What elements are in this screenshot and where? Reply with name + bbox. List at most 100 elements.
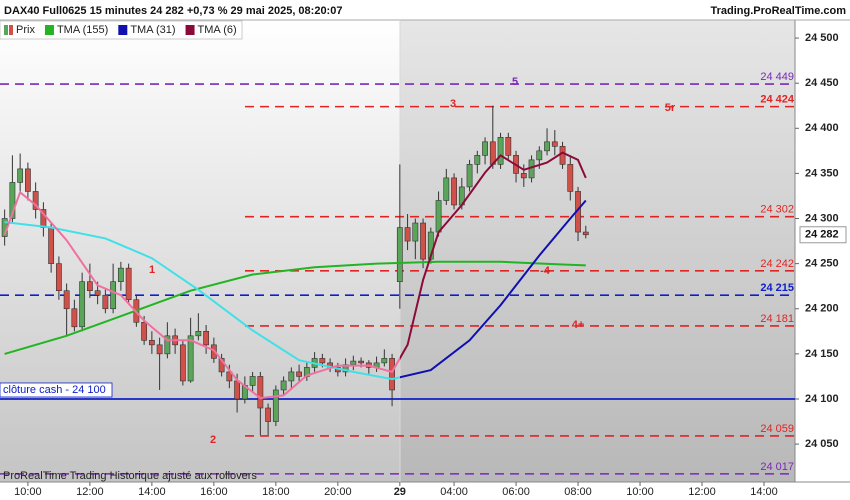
x-tick-label: 16:00 <box>200 486 228 498</box>
legend-swatch <box>118 25 128 35</box>
y-tick-label: 24 150 <box>805 348 839 360</box>
candle-body <box>582 231 589 236</box>
x-tick-label: 14:00 <box>750 486 778 498</box>
annotation: 5 <box>512 76 518 88</box>
candle-body <box>272 389 279 422</box>
source: Trading.ProRealTime.com <box>710 5 846 17</box>
candle-body <box>520 173 527 179</box>
indicator-line <box>4 199 587 381</box>
y-tick-label: 24 450 <box>805 77 839 89</box>
candle-body <box>102 294 109 310</box>
indicator-line <box>3 151 587 400</box>
candle-body <box>187 335 194 382</box>
annotation: 1 <box>149 264 155 276</box>
candle-body <box>24 168 31 192</box>
candle-body <box>110 281 117 310</box>
candle-body <box>94 290 101 296</box>
candle-body <box>203 331 210 346</box>
x-tick-label: 14:00 <box>138 486 166 498</box>
candle-body <box>179 344 186 382</box>
candle-body <box>536 150 543 161</box>
candle-body <box>48 227 55 264</box>
candle-body <box>358 360 364 364</box>
level-label: 24 449 <box>760 71 794 83</box>
legend-label: TMA (155) <box>57 24 108 36</box>
x-tick-label: 29 <box>394 486 406 498</box>
annotation: -4 <box>540 265 551 277</box>
x-tick-label: 20:00 <box>324 486 352 498</box>
session-background <box>400 20 795 482</box>
candle-body <box>567 164 574 192</box>
level-label: 24 215 <box>760 282 794 294</box>
y-tick-label: 24 050 <box>805 438 839 450</box>
candle-body <box>148 340 155 346</box>
indicator-line <box>4 260 586 355</box>
y-axis-panel <box>795 20 850 482</box>
level-label: 24 242 <box>760 258 794 270</box>
x-tick-label: 10:00 <box>626 486 654 498</box>
candle-body <box>482 141 488 156</box>
y-tick-label: 24 400 <box>805 122 839 134</box>
candle-body <box>396 227 403 282</box>
candle-body <box>63 290 70 310</box>
y-tick-label: 24 500 <box>805 32 839 44</box>
candle-body <box>551 141 558 147</box>
level-label: 24 017 <box>760 461 794 473</box>
candle-body <box>420 222 426 260</box>
candle-body <box>71 308 78 328</box>
candle-body <box>559 146 566 165</box>
annotation: 4+ <box>572 319 585 331</box>
candle-body <box>86 281 93 292</box>
legend-label: TMA (31) <box>130 24 175 36</box>
x-tick-label: 12:00 <box>688 486 716 498</box>
legend-swatch <box>4 25 8 35</box>
candle-body <box>125 267 132 301</box>
level-label: 24 181 <box>760 313 794 325</box>
candle-body <box>265 407 271 422</box>
candle-body <box>55 263 62 292</box>
candle-body <box>319 358 326 364</box>
level-label: 24 424 <box>760 94 795 106</box>
legend-label: Prix <box>16 24 35 36</box>
cash-close-label: clôture cash - 24 100 <box>3 384 106 396</box>
last-price-label: 24 282 <box>805 229 839 241</box>
legend-swatch <box>9 25 13 35</box>
candle-body <box>195 331 202 337</box>
legend-swatch <box>44 25 54 35</box>
candle-body <box>164 335 171 355</box>
candle-body <box>17 168 24 183</box>
x-tick-label: 04:00 <box>440 486 468 498</box>
candle-body <box>381 358 388 364</box>
candle-body <box>466 164 473 188</box>
x-tick-label: 06:00 <box>502 486 530 498</box>
annotation: 3 <box>450 98 456 110</box>
candle-body <box>474 155 481 165</box>
y-tick-label: 24 350 <box>805 167 839 179</box>
x-tick-label: 18:00 <box>262 486 290 498</box>
candle-body <box>257 376 264 409</box>
candle-body <box>497 137 504 165</box>
candle-body <box>117 267 124 282</box>
cash-close-box <box>0 382 113 398</box>
legend-label: TMA (6) <box>198 24 237 36</box>
legend-swatch <box>185 25 195 35</box>
overlay: DAX40 Full0625 15 minutes 24 282 +0,73 %… <box>0 5 847 498</box>
y-tick-label: 24 100 <box>805 393 839 405</box>
candle-body <box>156 344 163 355</box>
x-tick-label: 12:00 <box>76 486 104 498</box>
annotation: 2 <box>210 434 216 446</box>
y-tick-label: 24 250 <box>805 258 839 270</box>
candle-body <box>234 380 241 400</box>
level-label: 24 059 <box>760 423 794 435</box>
annotation: 5r <box>665 102 676 114</box>
candle-body <box>443 177 450 201</box>
level-label: 24 302 <box>760 204 794 216</box>
y-tick-label: 24 200 <box>805 303 839 315</box>
candle-body <box>9 182 16 219</box>
marks <box>0 20 799 486</box>
x-tick-label: 10:00 <box>14 486 42 498</box>
y-tick-label: 24 300 <box>805 212 839 224</box>
